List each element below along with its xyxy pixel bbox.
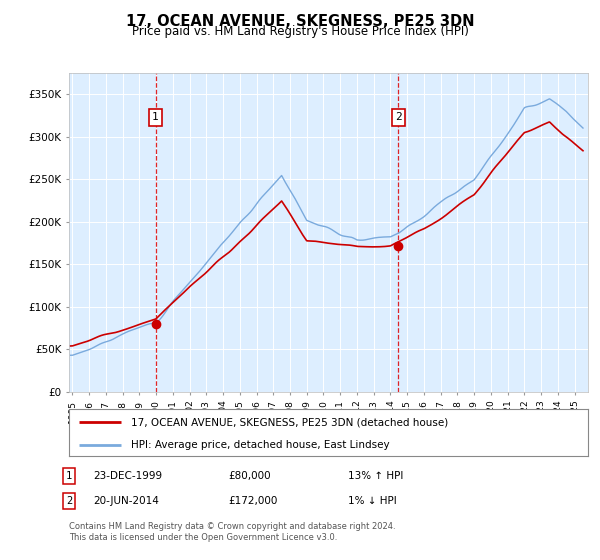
Text: 1: 1 xyxy=(152,113,159,123)
Text: 1% ↓ HPI: 1% ↓ HPI xyxy=(348,496,397,506)
Text: 2: 2 xyxy=(395,113,401,123)
Text: 13% ↑ HPI: 13% ↑ HPI xyxy=(348,471,403,481)
Text: 2: 2 xyxy=(66,496,72,506)
Text: 20-JUN-2014: 20-JUN-2014 xyxy=(93,496,159,506)
Text: 17, OCEAN AVENUE, SKEGNESS, PE25 3DN (detached house): 17, OCEAN AVENUE, SKEGNESS, PE25 3DN (de… xyxy=(131,417,449,427)
Text: Price paid vs. HM Land Registry's House Price Index (HPI): Price paid vs. HM Land Registry's House … xyxy=(131,25,469,38)
Text: £80,000: £80,000 xyxy=(228,471,271,481)
Text: 1: 1 xyxy=(66,471,72,481)
Text: 23-DEC-1999: 23-DEC-1999 xyxy=(93,471,162,481)
Text: £172,000: £172,000 xyxy=(228,496,277,506)
Text: This data is licensed under the Open Government Licence v3.0.: This data is licensed under the Open Gov… xyxy=(69,533,337,542)
Text: HPI: Average price, detached house, East Lindsey: HPI: Average price, detached house, East… xyxy=(131,440,390,450)
Text: Contains HM Land Registry data © Crown copyright and database right 2024.: Contains HM Land Registry data © Crown c… xyxy=(69,522,395,531)
Text: 17, OCEAN AVENUE, SKEGNESS, PE25 3DN: 17, OCEAN AVENUE, SKEGNESS, PE25 3DN xyxy=(126,14,474,29)
